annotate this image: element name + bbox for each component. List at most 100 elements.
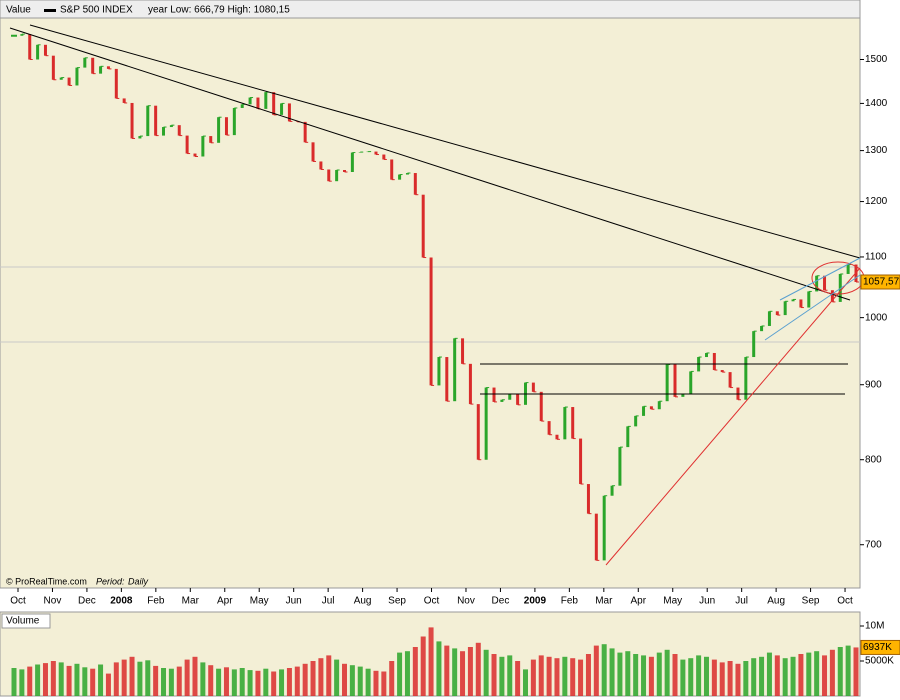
volume-bar (129, 656, 135, 696)
volume-bar (491, 654, 497, 696)
volume-marks (11, 627, 859, 696)
volume-bar (743, 661, 749, 696)
last-volume-label: 6937K (863, 642, 892, 653)
volume-bar (318, 658, 324, 696)
x-tick-label: May (250, 596, 269, 607)
volume-bar (806, 652, 812, 696)
footer-source: © ProRealTime.com (6, 576, 87, 586)
volume-bar (145, 660, 151, 696)
volume-bar (436, 641, 442, 696)
volume-bar (766, 652, 772, 696)
volume-bar (35, 664, 41, 696)
volume-bar (735, 663, 741, 696)
footer-period-label: Period: (96, 576, 125, 586)
y-tick-label: 1200 (865, 196, 888, 207)
volume-bar (444, 645, 450, 696)
x-tick-label: Dec (492, 596, 510, 607)
last-price-label: 1057,57 (863, 277, 900, 288)
volume-bar (617, 652, 623, 696)
volume-bar (19, 669, 25, 696)
volume-bar (255, 670, 261, 696)
volume-bar (452, 648, 458, 696)
last-volume-tag (860, 639, 900, 655)
volume-bar (381, 671, 387, 696)
x-tick-label: Mar (595, 596, 613, 607)
x-tick-label: Feb (561, 596, 579, 607)
volume-bar (420, 636, 426, 696)
volume-bar (302, 663, 308, 696)
x-tick-label: Dec (78, 596, 96, 607)
volume-bar (50, 661, 56, 696)
x-tick-label: Apr (630, 596, 646, 607)
volume-bar (42, 663, 48, 696)
volume-bar (66, 665, 72, 696)
y-tick-label: 1300 (865, 145, 888, 156)
volume-bar (554, 658, 560, 696)
volume-bar (271, 671, 277, 696)
volume-bar (593, 645, 599, 696)
x-tick-label: Jun (699, 596, 715, 607)
volume-bar (223, 667, 229, 696)
y-tick-label: 800 (865, 454, 882, 465)
volume-bar (113, 662, 119, 696)
x-tick-label: 2008 (110, 596, 133, 607)
volume-bar (790, 656, 796, 696)
volume-bar (247, 670, 253, 696)
volume-bar (279, 669, 285, 696)
y-tick-label: 900 (865, 379, 882, 390)
x-tick-label: Mar (182, 596, 200, 607)
x-tick-label: Oct (424, 596, 440, 607)
trendline (29, 24, 861, 259)
volume-bar (216, 668, 222, 696)
channel-line (779, 257, 861, 301)
volume-bar (286, 668, 292, 696)
footer-period: Daily (128, 576, 149, 586)
x-tick-label: Jul (735, 596, 748, 607)
x-tick-label: Jul (322, 596, 335, 607)
volume-bar (578, 659, 584, 696)
x-tick-label: Apr (217, 596, 233, 607)
x-tick-label: Aug (767, 596, 785, 607)
header-label: Value (6, 5, 31, 16)
volume-bar (365, 668, 371, 696)
volume-bar (507, 655, 513, 696)
volume-bar (499, 656, 505, 696)
volume-bar (239, 668, 245, 696)
volume-bar (161, 668, 167, 696)
last-price-tag (860, 274, 900, 290)
volume-bar (326, 655, 332, 696)
x-tick-label: Sep (388, 596, 406, 607)
y-tick-label: 5000K (865, 656, 894, 667)
y-tick-label: 10M (865, 621, 884, 632)
volume-bar (389, 661, 395, 696)
volume-bar (822, 655, 828, 696)
volume-bar (703, 656, 709, 696)
volume-bar (74, 663, 80, 696)
volume-bar (633, 654, 639, 696)
volume-bar (680, 659, 686, 696)
volume-bar (656, 652, 662, 696)
volume-bar (200, 662, 206, 696)
volume-bar (58, 662, 64, 696)
y-tick-label: 1100 (865, 252, 887, 263)
volume-bar (467, 647, 473, 696)
volume-bar (696, 655, 702, 696)
x-tick-label: Feb (147, 596, 165, 607)
x-tick-label: Aug (354, 596, 372, 607)
range: year Low: 666,79 High: 1080,15 (148, 5, 290, 16)
legend-swatch (44, 9, 56, 12)
y-tick-label: 700 (865, 539, 882, 550)
y-tick-label: 1500 (865, 54, 888, 65)
volume-bar (711, 659, 717, 696)
volume-bar (397, 652, 403, 696)
volume-bar (153, 665, 159, 696)
volume-bar (27, 666, 33, 696)
series-name: S&P 500 INDEX (60, 5, 133, 16)
volume-bar (664, 649, 670, 696)
volume-bar (845, 645, 851, 696)
x-tick-label: 2009 (524, 596, 547, 607)
volume-bar (90, 668, 96, 696)
volume-bar (334, 659, 340, 696)
volume-bar (515, 661, 521, 696)
